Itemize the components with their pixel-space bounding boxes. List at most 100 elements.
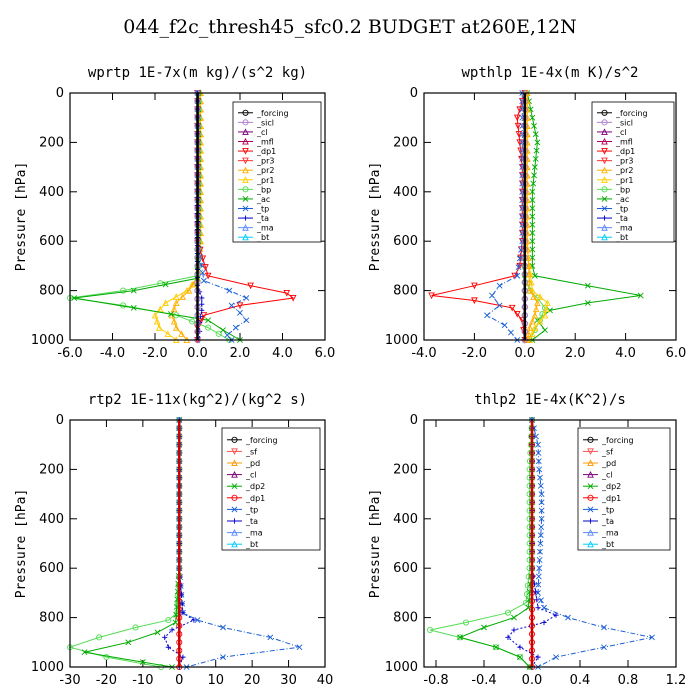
series-point-dp2 — [154, 629, 161, 636]
series-point-ta — [534, 597, 540, 603]
legend-box — [221, 427, 321, 551]
series-point-tp — [296, 644, 303, 651]
series-point-ac — [584, 300, 591, 306]
series-point-tp — [194, 617, 201, 623]
legend-marker — [601, 196, 608, 202]
series-point-tp — [516, 255, 523, 262]
series-point-dp1 — [514, 122, 522, 130]
series-point-dp1 — [204, 272, 212, 280]
series-point-dp1 — [247, 282, 254, 290]
legend-entry: _bt — [601, 540, 614, 549]
plot-frame — [69, 419, 326, 668]
panel-title: thlp2 1E-4x(K^2)/s — [474, 392, 626, 408]
series-point-tp — [226, 287, 233, 294]
legend-entry: _pr2 — [256, 166, 274, 175]
legend-entry: _ac — [256, 195, 270, 204]
legend-entry: _forcing — [601, 436, 634, 445]
legend-entry: _ma — [245, 529, 263, 538]
legend-entry: _bp — [615, 185, 630, 194]
legend-entry: _tp — [615, 205, 628, 214]
series-point-pr2 — [524, 245, 532, 253]
series-point-ac — [529, 221, 536, 228]
series-point-pr2 — [530, 293, 537, 300]
series-line-dp1 — [431, 92, 526, 341]
series-line-dp2 — [458, 420, 533, 668]
legend-marker — [601, 224, 608, 231]
legend-marker — [242, 166, 249, 174]
series-point-pr1 — [542, 305, 550, 313]
series-point-tp — [267, 634, 274, 641]
x-tick-label: -0.8 — [423, 673, 448, 688]
x-tick-label: 0.4 — [570, 673, 591, 688]
x-tick-label: 0.0 — [514, 346, 535, 361]
legend-marker — [587, 528, 594, 536]
legend-marker — [601, 176, 608, 183]
legend-marker — [242, 148, 249, 155]
series-point-tp — [535, 450, 542, 456]
series-point-ac — [130, 304, 137, 311]
series-point-dp2 — [172, 619, 179, 626]
series-point-pr2 — [185, 286, 193, 294]
legend-marker — [601, 109, 608, 116]
legend-entry: _ta — [256, 214, 269, 223]
legend-marker — [587, 506, 594, 513]
series-point-dp1 — [492, 644, 500, 651]
series-point-dp2 — [493, 644, 499, 651]
legend-marker — [231, 470, 238, 478]
legend-marker — [231, 540, 238, 548]
figure-title: 044_f2c_thresh45_sfc0.2 BUDGET at260E,12… — [123, 16, 577, 38]
x-tick-label: -0.4 — [471, 673, 496, 688]
y-tick-label: 800 — [39, 284, 64, 299]
legend-entry: _dp1 — [615, 147, 635, 156]
legend-box — [577, 427, 671, 551]
x-tick-label: 0.8 — [618, 673, 639, 688]
y-tick-label: 200 — [393, 462, 418, 477]
series-point-dp2 — [511, 614, 517, 621]
series-point-ac — [531, 164, 538, 171]
legend-entry: _dp2 — [601, 482, 621, 491]
legend-marker — [242, 196, 249, 202]
series-point-dp1 — [471, 297, 478, 305]
series-point-pr1 — [164, 330, 172, 337]
legend-entry: _sicl — [256, 118, 274, 127]
legend-marker — [601, 137, 608, 145]
legend-marker — [242, 128, 249, 135]
series-point-tp — [232, 324, 239, 331]
legend-entry: _pd — [245, 459, 260, 468]
series-point-ac — [530, 180, 537, 187]
series-point-dp1 — [289, 294, 297, 302]
series-point-dp1 — [513, 311, 521, 318]
legend-entry: _sf — [245, 447, 257, 456]
legend-marker — [231, 483, 238, 490]
y-tick-label: 1000 — [385, 333, 418, 348]
legend-marker — [601, 205, 608, 212]
legend-marker — [242, 215, 249, 221]
series-point-tp — [514, 272, 521, 279]
legend-entry: _ta — [245, 517, 258, 526]
series-point-ac — [168, 311, 174, 317]
series-point-tp — [496, 282, 503, 289]
series-point-pr2 — [534, 299, 541, 306]
series-point-ac — [527, 106, 534, 113]
y-tick-label: 200 — [39, 135, 64, 150]
series-point-tp — [649, 634, 655, 641]
y-tick-label: 0 — [56, 86, 64, 101]
series-point-pr2 — [179, 293, 186, 300]
series-point-tp — [484, 312, 490, 319]
series-line-ta — [507, 420, 558, 668]
series-point-ac — [529, 197, 536, 203]
y-axis-label: Pressure [hPa] — [14, 162, 29, 272]
legend-marker — [601, 157, 608, 165]
series-point-pr2 — [172, 299, 180, 306]
x-tick-label: 6.0 — [666, 346, 687, 361]
legend-marker — [601, 166, 608, 174]
series-point-ac — [534, 139, 541, 146]
series-point-ta — [553, 612, 559, 618]
series-point-tp — [537, 548, 543, 555]
series-point-ta — [199, 301, 205, 307]
y-tick-label: 600 — [393, 234, 418, 249]
series-line-tp — [486, 93, 523, 341]
series-point-pr1 — [162, 299, 169, 306]
y-tick-label: 0 — [56, 413, 64, 428]
series-point-tp — [537, 482, 544, 489]
